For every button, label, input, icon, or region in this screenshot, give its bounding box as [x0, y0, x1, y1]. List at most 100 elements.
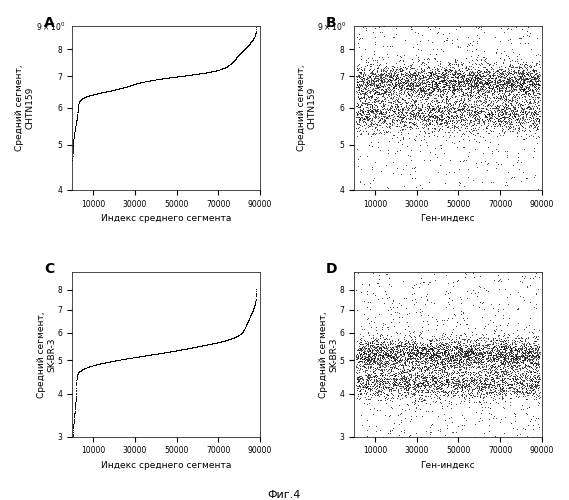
Point	[131, 80, 141, 88]
Point	[451, 86, 460, 94]
Point	[108, 357, 117, 365]
Point	[148, 350, 157, 358]
Point	[490, 90, 499, 98]
Point	[212, 338, 221, 346]
Point	[121, 82, 130, 90]
Point	[116, 84, 125, 92]
Point	[408, 70, 417, 78]
Point	[141, 78, 150, 86]
Point	[181, 344, 190, 352]
Point	[174, 72, 183, 80]
Point	[502, 70, 512, 78]
Point	[209, 67, 218, 75]
Point	[70, 128, 79, 136]
Point	[104, 87, 113, 95]
Point	[477, 383, 486, 391]
Point	[240, 324, 249, 332]
Point	[450, 358, 459, 366]
Point	[188, 70, 197, 78]
Point	[191, 343, 200, 351]
Point	[209, 339, 218, 347]
Point	[176, 346, 185, 354]
Point	[518, 82, 527, 90]
Point	[117, 84, 126, 92]
Point	[229, 57, 238, 65]
Point	[511, 63, 520, 71]
Point	[199, 69, 208, 77]
Point	[399, 112, 408, 120]
Point	[377, 84, 386, 92]
Point	[122, 354, 131, 362]
Point	[201, 68, 211, 76]
Point	[127, 81, 136, 89]
Point	[417, 102, 426, 110]
Point	[447, 111, 456, 119]
Point	[526, 99, 535, 107]
Point	[398, 378, 407, 386]
Point	[123, 82, 133, 90]
Point	[396, 130, 405, 138]
Point	[405, 342, 414, 350]
Point	[149, 350, 158, 358]
Point	[155, 349, 164, 357]
Point	[418, 278, 427, 285]
Point	[400, 368, 409, 376]
Point	[533, 332, 542, 340]
Point	[485, 72, 494, 80]
Point	[497, 111, 506, 119]
Point	[207, 340, 216, 348]
Point	[491, 372, 500, 380]
Point	[248, 307, 257, 315]
Point	[168, 347, 177, 355]
Point	[104, 358, 113, 366]
Point	[500, 397, 509, 405]
Point	[428, 112, 438, 120]
Point	[364, 19, 373, 27]
Point	[221, 63, 230, 71]
Point	[175, 346, 184, 354]
Point	[108, 357, 117, 365]
Point	[233, 52, 242, 60]
Point	[510, 124, 519, 132]
Point	[416, 354, 425, 362]
Point	[170, 73, 179, 81]
Point	[150, 350, 159, 358]
Point	[393, 104, 402, 112]
Point	[444, 380, 453, 388]
Point	[453, 344, 463, 352]
Point	[81, 93, 90, 101]
Point	[440, 366, 450, 374]
Point	[411, 344, 420, 351]
Point	[511, 82, 520, 90]
Point	[399, 362, 408, 370]
Point	[432, 384, 442, 392]
Point	[507, 70, 516, 78]
Point	[155, 75, 164, 83]
Point	[398, 366, 407, 374]
Point	[382, 104, 391, 112]
Point	[80, 93, 89, 101]
Point	[158, 74, 167, 82]
Point	[397, 391, 406, 399]
Point	[484, 110, 493, 118]
Point	[184, 344, 193, 352]
Point	[196, 70, 205, 78]
Point	[82, 92, 91, 100]
Point	[382, 14, 391, 22]
Point	[381, 120, 390, 128]
Point	[470, 80, 479, 88]
Point	[101, 88, 110, 96]
Point	[354, 94, 364, 102]
Point	[464, 113, 473, 121]
Point	[195, 342, 204, 350]
Point	[92, 360, 101, 368]
Point	[520, 114, 529, 122]
Point	[216, 338, 225, 345]
Point	[105, 358, 114, 366]
Point	[476, 84, 485, 92]
Point	[408, 81, 417, 89]
Point	[232, 54, 241, 62]
Point	[396, 361, 405, 369]
Point	[360, 74, 369, 82]
Point	[135, 352, 145, 360]
